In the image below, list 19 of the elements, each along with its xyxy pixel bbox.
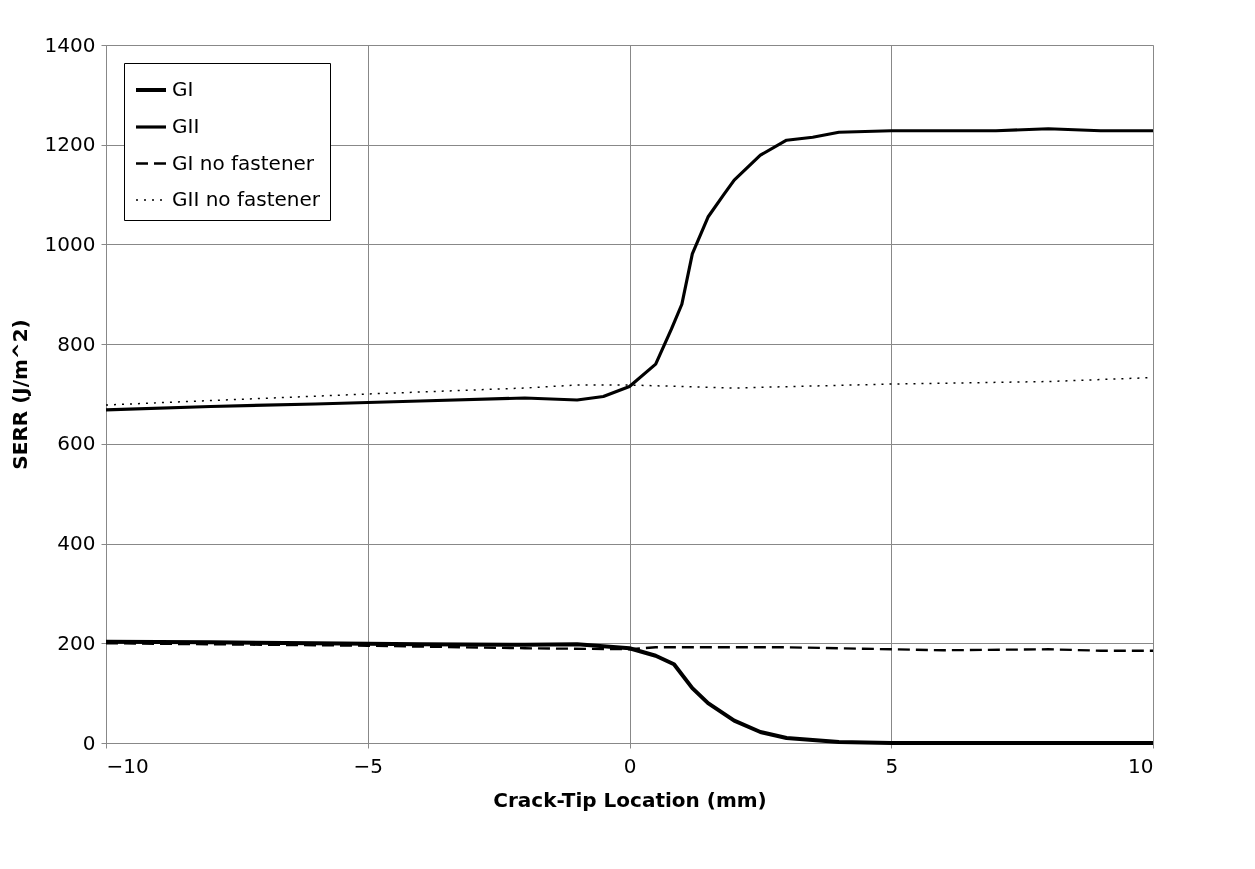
y-tick-label: 600 xyxy=(57,431,96,456)
y-tick-label: 1000 xyxy=(44,231,96,256)
y-tick-label: 1200 xyxy=(44,132,96,157)
x-tick-label: 10 xyxy=(1128,753,1154,778)
x-axis-title: Crack-Tip Location (mm) xyxy=(493,787,767,812)
y-tick-label: 400 xyxy=(57,531,96,556)
x-tick-label: −5 xyxy=(353,753,383,778)
x-tick-label: 5 xyxy=(885,753,899,778)
legend-label: GII no fastener xyxy=(172,187,321,211)
legend-label: GI xyxy=(172,77,194,101)
y-tick-label: 1400 xyxy=(44,32,96,57)
y-axis-title: SERR (J/m^2) xyxy=(7,319,32,470)
y-tick-label: 0 xyxy=(82,730,96,755)
legend-label: GII xyxy=(172,114,200,138)
legend-label: GI no fastener xyxy=(172,150,315,175)
y-tick-label: 800 xyxy=(57,331,96,356)
x-tick-label: 0 xyxy=(623,753,637,778)
x-tick-label: −10 xyxy=(106,753,149,778)
y-tick-label: 200 xyxy=(57,630,96,655)
